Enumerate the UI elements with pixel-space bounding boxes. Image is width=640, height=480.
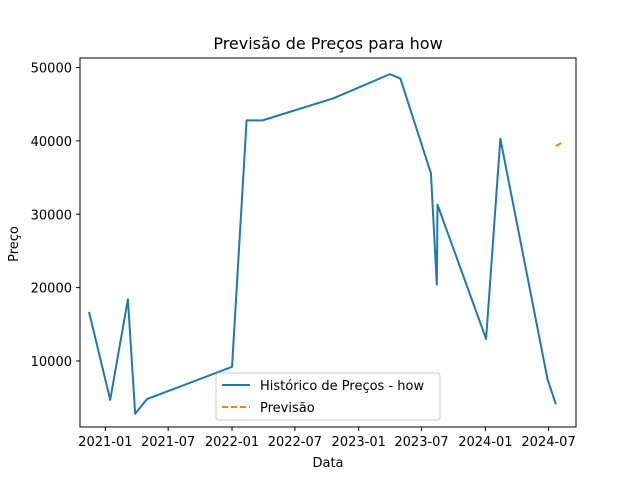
legend: Histórico de Preços - how Previsão [215, 372, 441, 421]
x-tick-label-5: 2023-07 [394, 435, 448, 450]
x-tick-label-6: 2024-01 [458, 435, 512, 450]
legend-label-history: Histórico de Preços - how [260, 379, 424, 394]
x-tick-label-4: 2023-01 [332, 435, 386, 450]
series-line-0 [88, 73, 557, 415]
y-axis-label: Preço [7, 226, 22, 262]
x-tick-label-0: 2021-01 [78, 435, 132, 450]
legend-label-forecast: Previsão [260, 401, 315, 416]
x-tick-label-7: 2024-07 [521, 435, 575, 450]
y-tick-label-1: 20000 [31, 282, 72, 297]
y-tick-label-4: 50000 [31, 62, 72, 77]
y-tick-label-3: 40000 [31, 135, 72, 150]
chart-title: Previsão de Preços para how [213, 34, 442, 53]
axes-frame [79, 57, 577, 428]
plot-area: 2021-01 2021-07 2022-01 2022-07 2023-01 2023-… [31, 57, 577, 450]
y-tick-label-0: 10000 [31, 355, 72, 370]
x-axis-label: Data [312, 456, 343, 471]
series-line-1 [555, 141, 563, 147]
x-tick-label-2: 2022-01 [205, 435, 259, 450]
legend-frame [215, 372, 441, 421]
x-tick-label-1: 2021-07 [141, 435, 195, 450]
y-tick-label-2: 30000 [31, 208, 72, 223]
x-tick-label-3: 2022-07 [268, 435, 322, 450]
